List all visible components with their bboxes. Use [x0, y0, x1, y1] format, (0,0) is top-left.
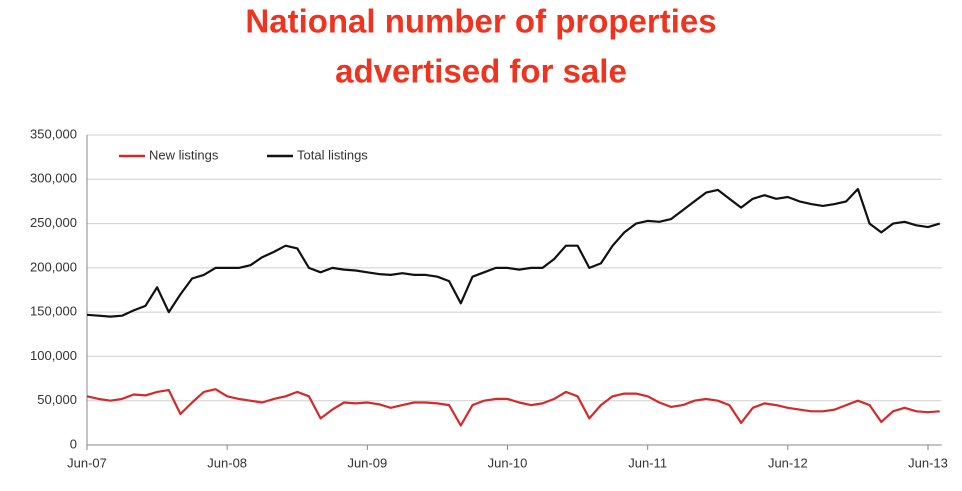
- x-tick-label: Jun-12: [768, 455, 808, 470]
- legend-label: Total listings: [297, 147, 368, 162]
- chart-title: advertised for sale: [335, 53, 627, 90]
- legend-label: New listings: [149, 147, 219, 162]
- y-tick-label: 350,000: [30, 126, 77, 141]
- x-tick-label: Jun-11: [628, 455, 667, 470]
- y-tick-label: 300,000: [30, 171, 77, 186]
- y-tick-label: 0: [70, 436, 77, 451]
- y-tick-label: 200,000: [30, 259, 77, 274]
- x-tick-label: Jun-07: [67, 455, 107, 470]
- x-tick-label: Jun-09: [347, 455, 387, 470]
- chart-title: National number of properties: [245, 3, 716, 40]
- x-tick-label: Jun-08: [207, 455, 247, 470]
- line-series: [86, 187, 941, 318]
- y-tick-label: 100,000: [30, 348, 77, 363]
- y-tick-label: 50,000: [37, 392, 77, 407]
- line-series: [86, 388, 940, 427]
- x-tick-label: Jun-13: [908, 455, 948, 470]
- y-tick-label: 150,000: [30, 304, 77, 319]
- x-tick-label: Jun-10: [488, 455, 528, 470]
- y-tick-label: 250,000: [30, 215, 77, 230]
